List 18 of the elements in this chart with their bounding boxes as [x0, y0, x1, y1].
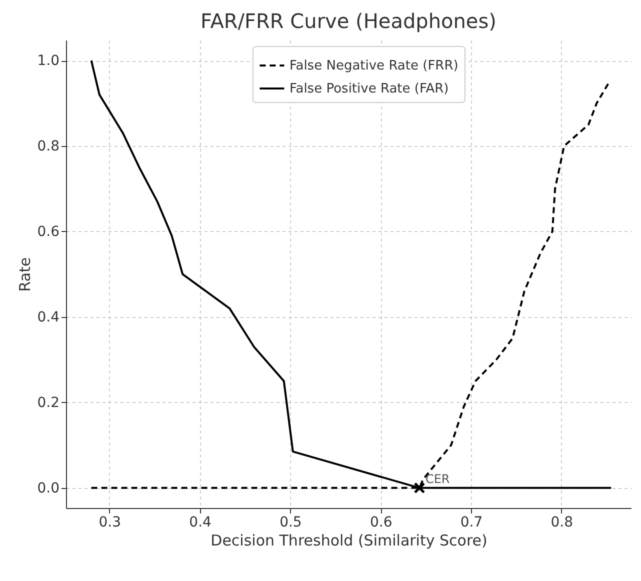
annotation: CER — [425, 472, 450, 486]
chart-title: FAR/FRR Curve (Headphones) — [200, 9, 496, 33]
legend-label: False Positive Rate (FAR) — [289, 82, 449, 96]
y-tick-label: 0.2 — [37, 394, 60, 411]
x-tick-label: 0.8 — [550, 514, 574, 530]
x-tick-label: 0.6 — [370, 514, 392, 530]
y-axis-title: Rate — [16, 257, 34, 292]
legend-label: False Negative Rate (FRR) — [289, 58, 458, 74]
x-tick-label: 0.4 — [189, 514, 212, 530]
x-tick-label: 0.5 — [280, 514, 302, 530]
y-tick-label: 0.6 — [37, 224, 60, 240]
x-tick-label: 0.3 — [98, 514, 122, 530]
x-tick-label: 0.7 — [460, 514, 483, 530]
y-tick-label: 0.8 — [37, 138, 60, 154]
x-axis-title: Decision Threshold (Similarity Score) — [210, 532, 488, 550]
y-tick-label: 0.4 — [37, 309, 60, 326]
y-tick-label: 1.0 — [37, 53, 60, 70]
y-tick-label: 0.0 — [37, 480, 60, 496]
